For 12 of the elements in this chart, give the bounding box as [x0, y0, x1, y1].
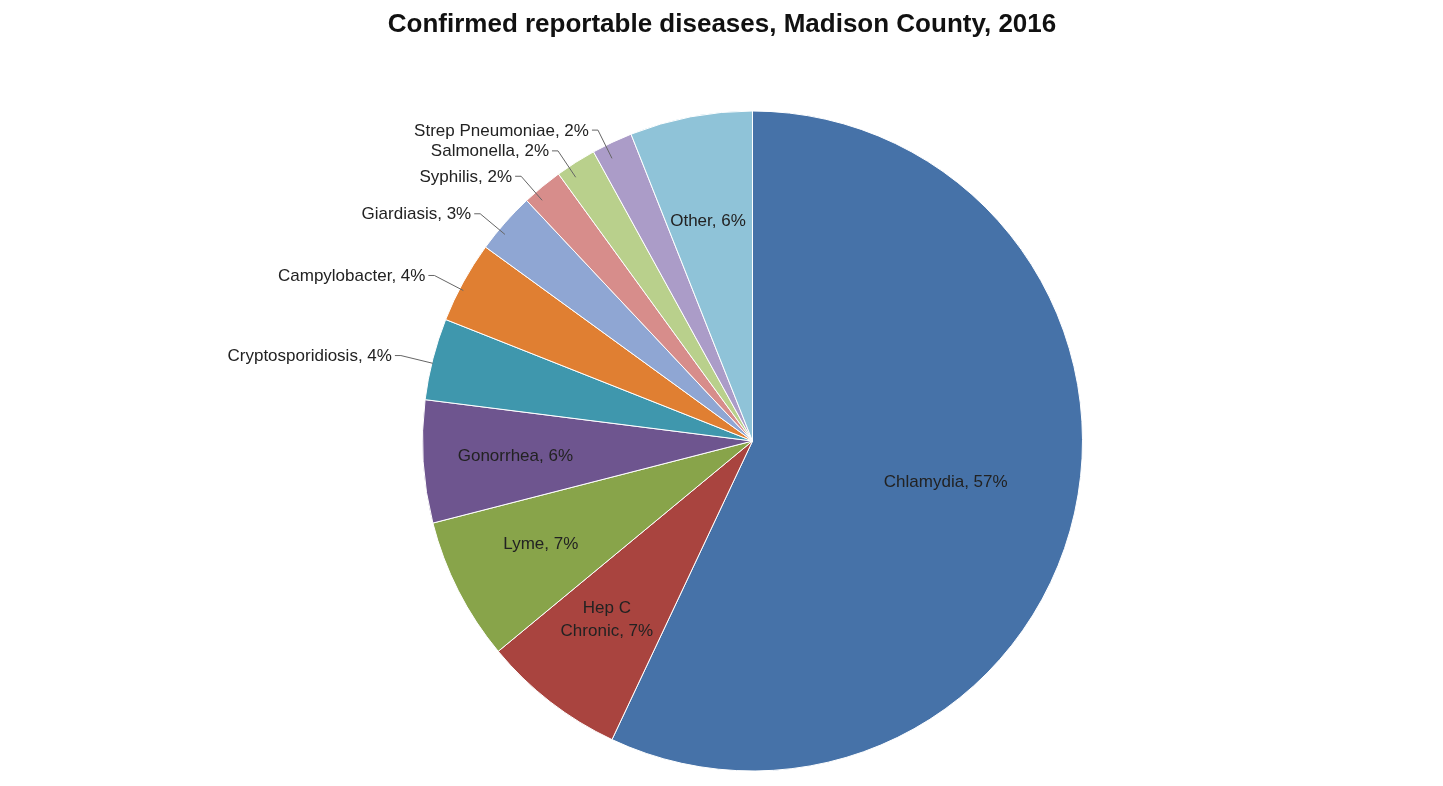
slice-label: Chlamydia, 57% — [883, 472, 1008, 492]
slice-label: Cryptosporidiosis, 4% — [227, 346, 392, 366]
slice-label: Gonorrhea, 6% — [457, 445, 574, 465]
chart-title: Confirmed reportable diseases, Madison County, 2016 — [387, 7, 1057, 38]
slice-label: Giardiasis, 3% — [361, 204, 472, 224]
slice-label: Strep Pneumoniae, 2% — [414, 120, 589, 140]
slice-label: Syphilis, 2% — [419, 166, 513, 186]
slice-label: Salmonella, 2% — [430, 141, 549, 161]
slice-label: Other, 6% — [670, 210, 746, 230]
slice-label: Lyme, 7% — [503, 533, 579, 553]
slice-label: Campylobacter, 4% — [278, 265, 426, 285]
slice-label: Hep C Chronic, 7% — [560, 597, 654, 640]
